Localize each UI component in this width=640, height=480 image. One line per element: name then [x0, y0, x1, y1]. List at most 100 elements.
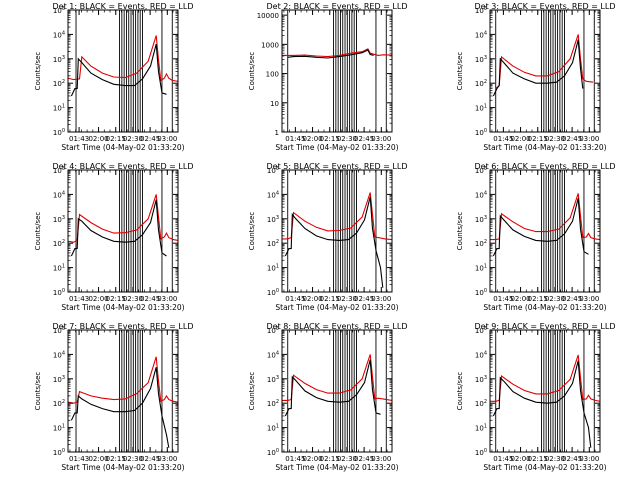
series-events-black [287, 49, 374, 59]
x-tick-label: 02:30 [337, 135, 357, 143]
panel-title: Det 6: BLACK = Events, RED = LLD [475, 162, 616, 171]
x-tick-label: 02:15 [528, 295, 548, 303]
series-events-black [70, 199, 167, 257]
y-tick-label: 100 [267, 288, 279, 297]
series-lld-red [68, 356, 178, 404]
series-events-black [492, 198, 589, 257]
x-tick-label: 02:00 [302, 455, 322, 463]
y-axis-label: Counts/sec [456, 52, 464, 91]
y-tick-label: 105 [53, 6, 65, 15]
x-tick-label: 02:30 [123, 295, 143, 303]
x-tick-label: 02:15 [528, 455, 548, 463]
series-events-black [70, 43, 167, 97]
y-tick-label: 102 [53, 79, 65, 88]
x-tick-label: 02:30 [337, 455, 357, 463]
y-tick-label: 102 [475, 399, 487, 408]
plot-frame [489, 169, 601, 293]
x-tick-label: 02:15 [320, 295, 340, 303]
x-tick-label: 02:30 [123, 135, 143, 143]
x-tick-label: 02:00 [510, 295, 530, 303]
x-tick-label: 02:30 [545, 455, 565, 463]
panel-title: Det 7: BLACK = Events, RED = LLD [53, 322, 194, 331]
series-lld-red [282, 48, 392, 58]
series-events-black [492, 360, 592, 448]
x-axis-label: Start Time (04-May-02 01:33:20) [483, 463, 606, 472]
y-tick-label: 10 [270, 100, 279, 108]
x-axis-label: Start Time (04-May-02 01:33:20) [61, 143, 184, 152]
x-tick-label: 02:45 [562, 295, 582, 303]
panel-title: Det 8: BLACK = Events, RED = LLD [267, 322, 408, 331]
x-tick-label: 01:45 [285, 135, 305, 143]
plot-frame [67, 329, 179, 453]
y-tick-label: 101 [53, 264, 65, 273]
x-tick-label: 02:15 [320, 135, 340, 143]
y-tick-label: 104 [267, 190, 279, 199]
x-tick-label: 01:45 [493, 135, 513, 143]
x-tick-label: 03:00 [579, 455, 599, 463]
x-axis-label: Start Time (04-May-02 01:33:20) [61, 303, 184, 312]
x-tick-label: 02:45 [562, 455, 582, 463]
plot-frame [67, 169, 179, 293]
x-tick-label: 02:15 [106, 295, 126, 303]
y-tick-label: 101 [475, 104, 487, 113]
y-tick-label: 105 [267, 326, 279, 335]
y-tick-label: 104 [53, 350, 65, 359]
y-tick-label: 103 [53, 55, 65, 64]
y-tick-label: 101 [475, 264, 487, 273]
x-tick-label: 02:45 [354, 135, 374, 143]
x-tick-label: 03:00 [371, 135, 391, 143]
y-tick-label: 103 [53, 375, 65, 384]
y-tick-label: 102 [475, 79, 487, 88]
plot-frame [67, 9, 179, 133]
x-tick-label: 02:00 [88, 295, 108, 303]
y-axis-label: Counts/sec [34, 212, 42, 251]
x-axis-label: Start Time (04-May-02 01:33:20) [275, 303, 398, 312]
x-tick-label: 02:45 [140, 135, 160, 143]
panel-det-7: 100 101 102 103 104 105 01:43 02:0002:1502:3002… [34, 322, 193, 472]
x-tick-label: 02:45 [140, 295, 160, 303]
series-events-black [70, 367, 170, 448]
y-axis-label: Counts/sec [248, 52, 256, 91]
x-tick-label: 02:45 [140, 455, 160, 463]
y-tick-label: 100 [475, 448, 487, 457]
x-tick-label: 01:43 [69, 135, 89, 143]
y-tick-label: 104 [53, 30, 65, 39]
x-tick-label: 03:00 [371, 295, 391, 303]
y-axis-label: Counts/sec [456, 372, 464, 411]
y-axis-label: Counts/sec [248, 212, 256, 251]
x-tick-label: 02:00 [302, 295, 322, 303]
x-tick-label: 02:00 [88, 455, 108, 463]
y-tick-label: 1000 [261, 41, 279, 49]
y-tick-label: 102 [267, 399, 279, 408]
y-tick-label: 101 [53, 424, 65, 433]
plot-frame [489, 329, 601, 453]
y-tick-label: 105 [475, 326, 487, 335]
y-tick-label: 105 [475, 166, 487, 175]
y-tick-label: 103 [267, 215, 279, 224]
x-tick-label: 02:00 [88, 135, 108, 143]
x-tick-label: 03:00 [579, 295, 599, 303]
x-tick-label: 03:00 [579, 135, 599, 143]
plot-frame [281, 169, 393, 293]
x-axis-label: Start Time (04-May-02 01:33:20) [483, 303, 606, 312]
panel-title: Det 3: BLACK = Events, RED = LLD [475, 2, 616, 11]
y-tick-label: 103 [475, 375, 487, 384]
panel-det-1: 100 101 102 103 104 105 01:43 02:0002:1502:3002… [34, 2, 193, 152]
series-lld-red [68, 35, 178, 82]
y-axis-label: Counts/sec [248, 372, 256, 411]
y-tick-label: 102 [53, 239, 65, 248]
x-tick-label: 02:45 [354, 455, 374, 463]
y-tick-label: 102 [53, 399, 65, 408]
y-tick-label: 100 [266, 71, 279, 79]
x-tick-label: 02:30 [545, 135, 565, 143]
y-tick-label: 1 [275, 129, 279, 137]
x-tick-label: 01:43 [69, 295, 89, 303]
panel-det-5: 100 101 102 103 104 105 01:4502:0002:1502:3002… [248, 162, 407, 312]
panel-det-4: 100 101 102 103 104 105 01:43 02:0002:1502:3002… [34, 162, 193, 312]
x-tick-label: 02:00 [510, 455, 530, 463]
panel-det-9: 100 101 102 103 104 105 01:4502:0002:1502:3002… [456, 322, 615, 472]
x-tick-label: 01:43 [69, 455, 89, 463]
y-tick-label: 100 [475, 288, 487, 297]
x-tick-label: 02:30 [123, 455, 143, 463]
